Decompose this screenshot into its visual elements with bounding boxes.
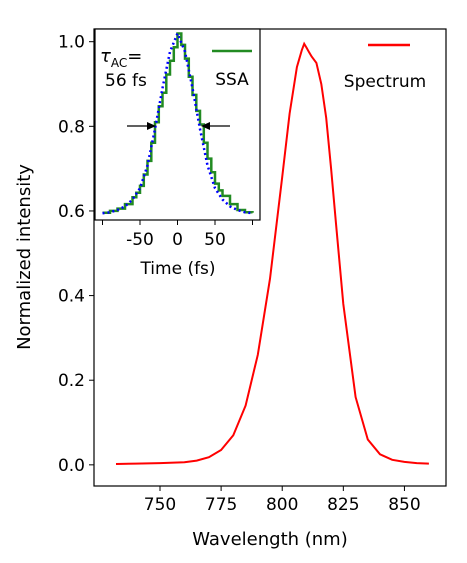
spectrum-legend-label: Spectrum [344,72,426,92]
main-x-ticks: 750 775 800 825 850 [144,486,421,515]
inset-plot-background [95,29,260,220]
inset-x-axis-label: Time (fs) [139,259,215,279]
main-y-tick-label: 0.2 [58,371,85,391]
main-y-tick-label: 0.6 [58,202,85,222]
right-arrow-head [201,122,210,130]
inset-plot: -50 0 50 Time (fs) SSA τAC= 56 fs [94,28,261,279]
tau-symbol: τ [100,46,111,67]
spectrum-line [115,41,429,465]
inset-x-tick-label: -50 [126,230,154,250]
main-x-tick-label: 825 [327,495,359,515]
tau-annotation-line2: 56 fs [105,71,147,91]
main-x-tick-label: 775 [205,495,237,515]
main-x-tick-label: 850 [388,495,420,515]
main-y-tick-label: 0.4 [58,287,85,307]
main-y-ticks: 0.0 0.2 0.4 0.6 0.8 1.0 [58,33,94,476]
left-arrow-head [147,122,156,130]
ssa-legend-label: SSA [215,70,249,90]
main-legend: Spectrum [344,43,426,92]
main-x-tick-label: 800 [266,495,298,515]
inset-x-tick-label: 0 [172,230,183,250]
tau-equals: = [127,46,142,67]
inset-x-ticks: -50 0 50 [102,220,253,250]
main-y-tick-label: 0.0 [58,456,85,476]
main-y-axis-label: Normalized intensity [14,164,35,350]
inset-legend: SSA [212,49,252,90]
tau-annotation-line1: τAC= [100,46,142,70]
inset-x-tick-label: 50 [204,230,226,250]
ssa-step-line [102,32,254,214]
fwhm-arrows [127,122,230,130]
main-y-tick-label: 0.8 [58,117,85,137]
main-x-tick-label: 750 [144,495,176,515]
tau-subscript: AC [111,56,127,70]
tau-annotation: τAC= 56 fs [100,46,147,91]
main-plot: 750 775 800 825 850 0.0 0.2 0.4 0.6 0.8 1.0 Wavel… [14,28,447,550]
main-x-axis-label: Wavelength (nm) [192,529,348,550]
main-plot-frame [93,28,447,487]
main-y-tick-label: 1.0 [58,33,85,53]
